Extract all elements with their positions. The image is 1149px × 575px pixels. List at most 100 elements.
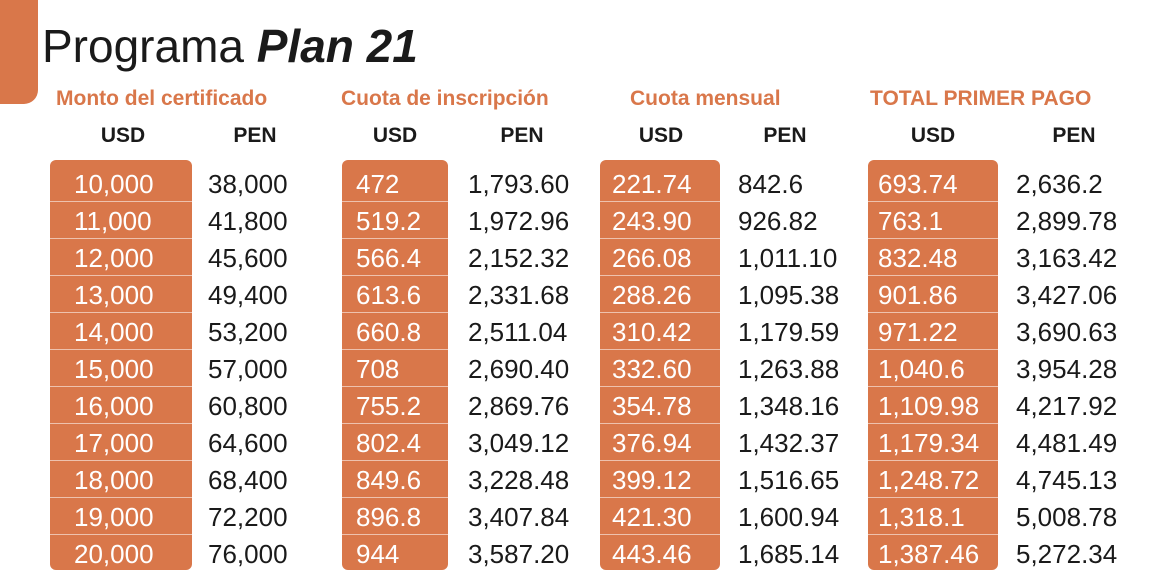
pen-cell: 3,427.06: [1016, 280, 1118, 310]
pen-cell: 2,152.32: [468, 243, 570, 273]
usd-cell: 832.48: [878, 243, 958, 273]
pen-cell: 3,163.42: [1016, 243, 1118, 273]
usd-cell: 17,000: [74, 428, 154, 458]
usd-cell: 693.74: [878, 169, 958, 199]
pen-cell: 64,600: [208, 428, 288, 458]
usd-cell: 376.94: [612, 428, 692, 458]
row-divider: [342, 386, 448, 387]
usd-cell: 266.08: [612, 243, 692, 273]
usd-column-band-mensual: [600, 160, 720, 570]
pen-cell: 3,407.84: [468, 502, 570, 532]
pen-cell: 2,511.04: [468, 317, 568, 347]
row-divider: [868, 534, 998, 535]
pen-cell: 1,516.65: [738, 465, 840, 495]
usd-cell: 1,318.1: [878, 502, 965, 532]
pen-cell: 1,179.59: [738, 317, 840, 347]
usd-cell: 243.90: [612, 206, 692, 236]
row-divider: [868, 460, 998, 461]
pen-cell: 53,200: [208, 317, 288, 347]
row-divider: [342, 460, 448, 461]
row-divider: [600, 349, 720, 350]
row-divider: [600, 201, 720, 202]
pen-cell: 2,690.40: [468, 354, 570, 384]
row-divider: [342, 275, 448, 276]
subheader-usd-mensual: USD: [638, 124, 684, 147]
pen-cell: 4,481.49: [1016, 428, 1118, 458]
pen-cell: 57,000: [208, 354, 288, 384]
row-divider: [342, 238, 448, 239]
usd-cell: 221.74: [612, 169, 692, 199]
usd-cell: 11,000: [74, 206, 152, 236]
row-divider: [50, 275, 192, 276]
row-divider: [868, 312, 998, 313]
usd-cell: 310.42: [612, 317, 692, 347]
subheader-pen-mensual: PEN: [763, 124, 807, 147]
row-divider: [50, 386, 192, 387]
usd-column-band-monto: [50, 160, 192, 570]
row-divider: [342, 349, 448, 350]
subheader-usd-total: USD: [910, 124, 956, 147]
row-divider: [50, 238, 192, 239]
pen-cell: 3,228.48: [468, 465, 570, 495]
pen-cell: 1,011.10: [738, 243, 838, 273]
usd-cell: 421.30: [612, 502, 692, 532]
usd-cell: 708: [356, 354, 400, 384]
usd-column-band-inscripcion: [342, 160, 448, 570]
row-divider: [342, 423, 448, 424]
usd-cell: 566.4: [356, 243, 422, 273]
subheader-pen-monto: PEN: [233, 124, 277, 147]
usd-cell: 755.2: [356, 391, 422, 421]
row-divider: [868, 386, 998, 387]
pen-cell: 3,587.20: [468, 539, 570, 569]
pen-cell: 76,000: [208, 539, 288, 569]
row-divider: [600, 275, 720, 276]
usd-cell: 1,109.98: [878, 391, 980, 421]
group-header-total: TOTAL PRIMER PAGO: [870, 87, 1092, 110]
pen-cell: 41,800: [208, 206, 288, 236]
pen-cell: 842.6: [738, 169, 804, 199]
subheader-usd-monto: USD: [100, 124, 146, 147]
usd-cell: 18,000: [74, 465, 154, 495]
page-title: Programa Plan 21: [42, 14, 418, 78]
row-divider: [342, 201, 448, 202]
row-divider: [600, 312, 720, 313]
usd-cell: 1,179.34: [878, 428, 980, 458]
group-header-inscripcion: Cuota de inscripción: [341, 87, 549, 110]
pen-cell: 5,272.34: [1016, 539, 1118, 569]
usd-cell: 354.78: [612, 391, 692, 421]
usd-cell: 660.8: [356, 317, 422, 347]
pen-cell: 1,095.38: [738, 280, 840, 310]
subheader-pen-total: PEN: [1052, 124, 1096, 147]
pen-cell: 2,331.68: [468, 280, 570, 310]
usd-cell: 802.4: [356, 428, 422, 458]
pen-cell: 5,008.78: [1016, 502, 1118, 532]
usd-cell: 288.26: [612, 280, 692, 310]
usd-cell: 443.46: [612, 539, 692, 569]
pen-cell: 4,217.92: [1016, 391, 1118, 421]
usd-cell: 971.22: [878, 317, 958, 347]
usd-cell: 1,040.6: [878, 354, 965, 384]
subheader-usd-inscripcion: USD: [372, 124, 418, 147]
pen-cell: 4,745.13: [1016, 465, 1118, 495]
row-divider: [342, 534, 448, 535]
pen-cell: 60,800: [208, 391, 288, 421]
usd-cell: 15,000: [74, 354, 154, 384]
usd-cell: 13,000: [74, 280, 154, 310]
usd-cell: 472: [356, 169, 400, 199]
usd-cell: 849.6: [356, 465, 422, 495]
pen-cell: 1,600.94: [738, 502, 840, 532]
pen-cell: 1,685.14: [738, 539, 840, 569]
pen-cell: 2,869.76: [468, 391, 570, 421]
pen-cell: 68,400: [208, 465, 288, 495]
pen-cell: 45,600: [208, 243, 288, 273]
usd-cell: 901.86: [878, 280, 958, 310]
usd-cell: 896.8: [356, 502, 422, 532]
pen-cell: 2,636.2: [1016, 169, 1103, 199]
pen-cell: 1,972.96: [468, 206, 570, 236]
pen-cell: 3,690.63: [1016, 317, 1118, 347]
usd-cell: 1,248.72: [878, 465, 980, 495]
title-emphasis: Plan 21: [256, 20, 418, 72]
group-header-monto: Monto del certificado: [56, 87, 268, 110]
usd-cell: 16,000: [74, 391, 154, 421]
pen-cell: 1,793.60: [468, 169, 570, 199]
